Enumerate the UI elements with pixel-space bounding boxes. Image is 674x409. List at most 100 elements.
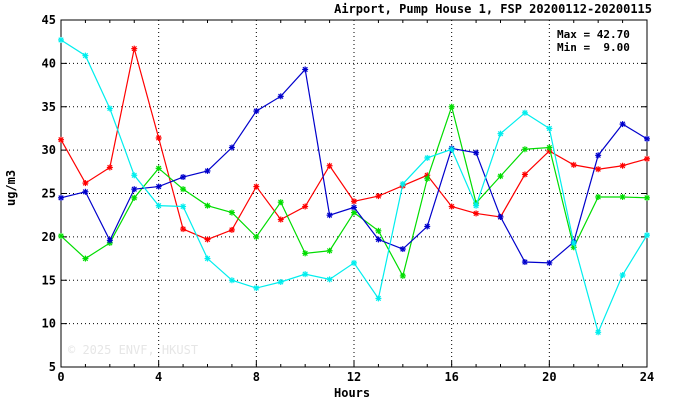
data-point xyxy=(546,259,553,266)
chart-title: Airport, Pump House 1, FSP 20200112-2020… xyxy=(334,2,652,16)
data-point xyxy=(619,162,626,169)
data-point xyxy=(82,180,89,187)
x-tick-labels: 0 4 8 12 16 20 24 xyxy=(57,370,654,384)
data-point xyxy=(277,93,284,100)
data-point xyxy=(82,188,89,195)
data-point xyxy=(473,149,480,156)
data-point xyxy=(277,278,284,285)
data-point xyxy=(58,136,64,143)
data-point xyxy=(326,212,333,219)
x-tick-label: 0 xyxy=(57,370,64,384)
series-layer xyxy=(58,36,650,336)
y-tick-label: 10 xyxy=(42,317,56,331)
max-min-annotation: Max = 42.70 Min = 9.00 xyxy=(557,28,630,54)
data-point xyxy=(570,161,577,168)
x-tick-label: 16 xyxy=(444,370,458,384)
data-point xyxy=(473,210,480,217)
data-point xyxy=(644,155,650,162)
data-point xyxy=(106,105,113,112)
data-point xyxy=(253,285,260,292)
data-point xyxy=(302,271,309,278)
data-point xyxy=(302,250,309,257)
data-point xyxy=(58,194,64,201)
x-tick-label: 8 xyxy=(253,370,260,384)
data-point xyxy=(399,272,406,279)
x-tick-label: 4 xyxy=(155,370,162,384)
series-4 xyxy=(58,36,650,336)
x-tick-label: 20 xyxy=(542,370,556,384)
y-axis-label: ug/m3 xyxy=(4,169,18,206)
data-point xyxy=(351,259,357,266)
data-point xyxy=(155,134,162,141)
axis-ticks xyxy=(60,19,648,368)
data-point xyxy=(521,109,528,116)
data-point xyxy=(253,108,260,115)
watermark: © 2025 ENVF, HKUST xyxy=(68,343,199,357)
y-tick-label: 40 xyxy=(42,56,56,70)
data-point xyxy=(595,329,602,336)
data-point xyxy=(595,166,602,173)
data-point xyxy=(277,199,284,206)
max-annotation: Max = 42.70 xyxy=(557,28,630,41)
data-point xyxy=(326,247,333,254)
data-point xyxy=(521,146,528,153)
data-point xyxy=(155,165,162,172)
data-point xyxy=(204,167,211,174)
data-point xyxy=(82,255,89,262)
data-point xyxy=(180,226,187,233)
data-point xyxy=(253,233,260,240)
data-point xyxy=(424,223,431,230)
data-point xyxy=(131,172,138,179)
data-point xyxy=(375,295,382,302)
data-point xyxy=(375,227,382,234)
data-point xyxy=(595,193,602,200)
data-point xyxy=(155,202,162,209)
data-point xyxy=(326,276,333,283)
data-point xyxy=(58,36,64,43)
data-point xyxy=(521,259,528,266)
y-tick-label: 35 xyxy=(42,100,56,114)
data-point xyxy=(473,202,480,209)
data-point xyxy=(131,194,138,201)
data-point xyxy=(277,216,284,223)
data-point xyxy=(521,171,528,178)
data-point xyxy=(302,203,309,210)
y-tick-label: 30 xyxy=(42,143,56,157)
data-point xyxy=(399,180,406,187)
y-tick-label: 25 xyxy=(42,187,56,201)
x-tick-label: 24 xyxy=(640,370,654,384)
data-point xyxy=(351,204,357,211)
data-point xyxy=(253,183,260,190)
data-point xyxy=(204,202,211,209)
min-annotation: Min = 9.00 xyxy=(557,41,630,54)
data-point xyxy=(448,203,455,210)
data-point xyxy=(375,193,382,200)
y-tick-labels: 5 10 15 20 25 30 35 40 45 xyxy=(42,13,56,374)
data-point xyxy=(497,173,504,180)
data-point xyxy=(619,193,626,200)
data-point xyxy=(546,125,553,132)
data-point xyxy=(106,164,113,171)
data-point xyxy=(155,183,162,190)
data-point xyxy=(351,209,357,216)
data-point xyxy=(644,194,650,201)
data-point xyxy=(106,237,113,244)
data-point xyxy=(595,152,602,159)
data-point xyxy=(497,213,504,220)
data-point xyxy=(546,144,553,151)
y-tick-label: 20 xyxy=(42,230,56,244)
data-point xyxy=(326,162,333,169)
data-point xyxy=(644,135,650,142)
data-point xyxy=(228,144,235,151)
data-point xyxy=(302,66,309,73)
data-point xyxy=(644,232,650,239)
data-point xyxy=(424,175,431,182)
data-point xyxy=(448,146,455,153)
data-point xyxy=(424,154,431,161)
data-point xyxy=(204,236,211,243)
data-point xyxy=(619,121,626,128)
data-point xyxy=(497,130,504,137)
data-point xyxy=(375,236,382,243)
data-point xyxy=(180,186,187,193)
